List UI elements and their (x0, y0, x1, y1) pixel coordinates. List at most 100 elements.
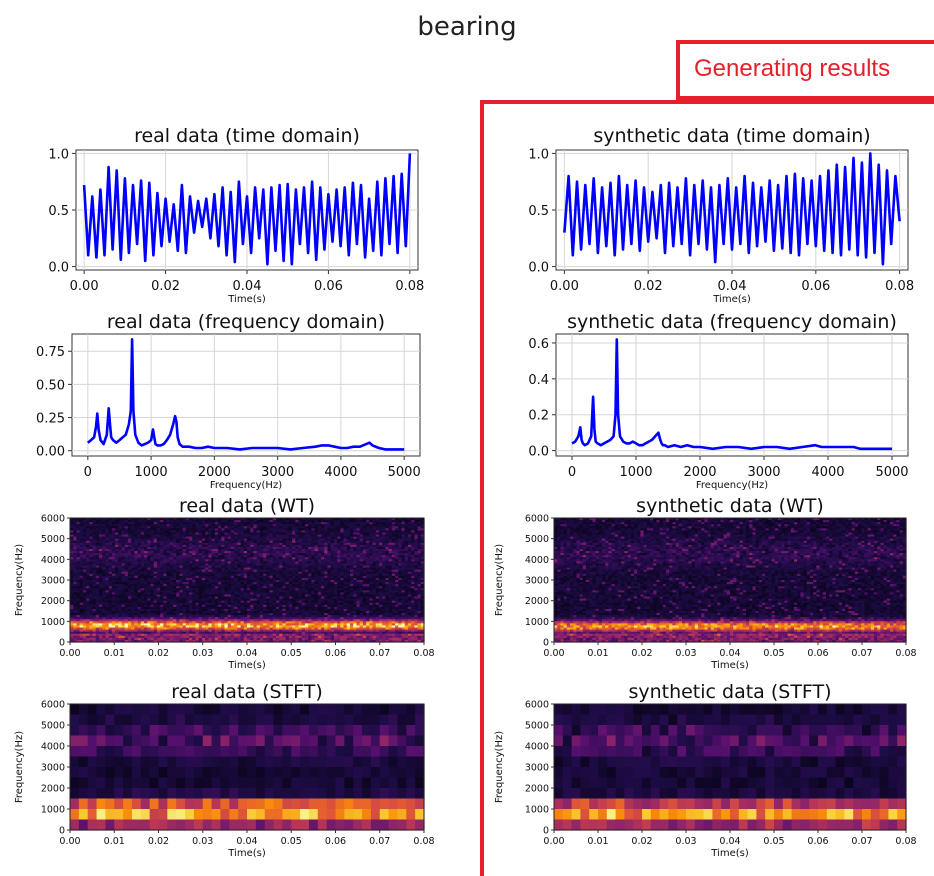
heatmap-cell (298, 588, 303, 591)
heatmap-cell (385, 590, 390, 593)
heatmap-cell (321, 542, 325, 546)
heatmap-cell (340, 590, 345, 593)
heatmap-cell (411, 586, 415, 589)
x-tick-label: 4000 (811, 465, 844, 480)
heatmap-cell (388, 522, 393, 525)
heatmap-cell (166, 600, 171, 604)
heatmap-cell (86, 551, 90, 554)
heatmap-cell (211, 536, 216, 540)
heatmap-cell (163, 551, 168, 554)
heatmap-cell (176, 536, 181, 540)
heatmap-cell (272, 590, 277, 593)
heatmap-cell (340, 600, 345, 604)
heatmap-cell (234, 526, 238, 529)
heatmap-cell (127, 536, 132, 540)
x-tick-label: 2000 (683, 465, 716, 480)
heatmap-cell (282, 590, 287, 593)
heatmap-cell (407, 544, 412, 548)
heatmap-cell (343, 571, 348, 575)
heatmap-cell (105, 592, 110, 596)
heatmap-cell (214, 542, 219, 546)
heatmap-cell (314, 544, 319, 548)
heatmap-cell (411, 526, 415, 529)
heatmap-cell (176, 549, 181, 552)
heatmap-cell (256, 569, 261, 573)
heatmap-cell (327, 600, 332, 604)
heatmap-cell (92, 606, 97, 610)
heatmap-cell (301, 596, 306, 600)
heatmap-cell (282, 594, 287, 598)
heatmap-cell (95, 544, 100, 548)
heatmap-cell (314, 598, 319, 602)
heatmap-cell (153, 590, 158, 593)
heatmap-cell (263, 542, 267, 546)
heatmap-cell (214, 596, 219, 600)
heatmap-cell (189, 569, 193, 573)
heatmap-cell (115, 598, 119, 602)
heatmap-cell (324, 522, 329, 525)
heatmap-cell (285, 544, 290, 548)
heatmap-cell (253, 588, 258, 591)
heatmap-cell (185, 546, 190, 550)
heatmap-cell (111, 575, 116, 579)
heatmap-cell (362, 575, 367, 579)
heatmap-cell (382, 596, 386, 600)
heatmap-cell (343, 524, 348, 527)
heatmap-cell (118, 592, 123, 596)
heatmap-cell (195, 534, 200, 538)
heatmap-cell (243, 546, 248, 550)
heatmap-cell (205, 594, 209, 598)
heatmap-cell (263, 575, 267, 579)
heatmap-cell (356, 538, 361, 542)
heatmap-cell (282, 569, 287, 573)
heatmap-cell (385, 571, 390, 575)
heatmap-cell (401, 549, 406, 552)
heatmap-cell (321, 592, 325, 596)
heatmap-cell (169, 598, 174, 602)
heatmap-cell (82, 571, 87, 575)
heatmap-cell (218, 549, 222, 552)
heatmap-cell (98, 575, 103, 579)
heatmap-cell (150, 536, 155, 540)
heatmap-cell (266, 575, 271, 579)
heatmap-cell (333, 577, 338, 581)
heatmap-cell (385, 569, 390, 573)
heatmap-cell (95, 553, 100, 556)
heatmap-cell (192, 573, 197, 577)
heatmap-cell (398, 588, 403, 591)
heatmap-cell (134, 577, 139, 581)
heatmap-cell (362, 542, 367, 546)
heatmap-cell (70, 518, 74, 521)
heatmap-cell (102, 592, 106, 596)
heatmap-cell (308, 559, 312, 562)
heatmap-cell (156, 569, 161, 573)
heatmap-cell (282, 534, 287, 538)
heatmap-cell (172, 571, 177, 575)
heatmap-cell (353, 522, 358, 525)
heatmap-cell (156, 518, 161, 521)
y-tick-label: 0.5 (48, 204, 69, 219)
heatmap-cell (414, 567, 419, 571)
heatmap-cell (237, 546, 242, 550)
heatmap-cell (269, 555, 274, 558)
heatmap-cell (211, 592, 216, 596)
heatmap-cell (411, 553, 415, 556)
heatmap-cell (214, 565, 219, 569)
heatmap-cell (76, 600, 81, 604)
heatmap-cell (172, 582, 177, 585)
heatmap-cell (343, 602, 348, 606)
heatmap-cell (156, 561, 161, 565)
heatmap-cell (263, 530, 267, 534)
heatmap-cell (237, 569, 242, 573)
heatmap-cell (230, 594, 235, 598)
heatmap-cell (288, 586, 293, 589)
heatmap-cell (304, 604, 309, 608)
heatmap-cell (160, 604, 164, 608)
heatmap-cell (98, 540, 103, 544)
heatmap-cell (382, 565, 386, 569)
heatmap-cell (359, 534, 364, 538)
heatmap-cell (366, 559, 370, 562)
heatmap-cell (195, 555, 200, 558)
heatmap-cell (118, 606, 123, 610)
heatmap-cell (92, 553, 97, 556)
